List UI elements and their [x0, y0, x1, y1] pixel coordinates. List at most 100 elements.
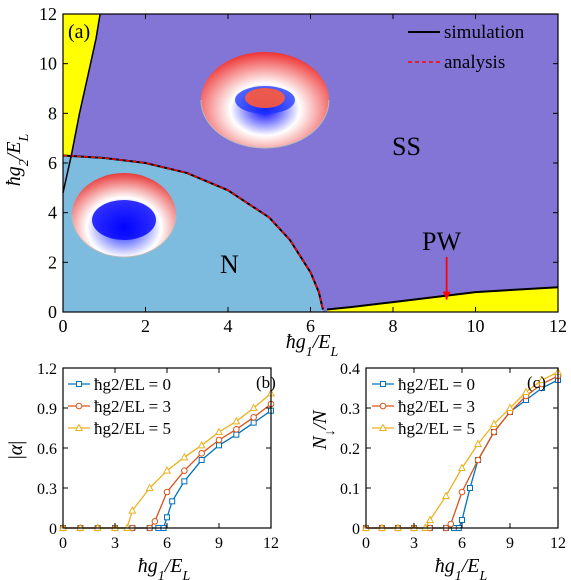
data-marker-square: [233, 431, 240, 438]
data-marker-square: [380, 381, 386, 387]
data-marker-triangle: [197, 440, 206, 449]
data-marker-triangle: [232, 416, 241, 425]
data-marker-triangle: [180, 452, 189, 461]
x-tick-label: 3: [111, 535, 119, 552]
data-marker-triangle: [537, 375, 547, 383]
region-label-ss: SS: [392, 132, 421, 161]
panel-a-xlabel: ħg1/EL: [286, 331, 339, 360]
data-marker-circle: [181, 467, 188, 474]
x-tick-label: 9: [506, 535, 514, 552]
data-marker-square: [467, 485, 473, 491]
x-tick-label: 0: [59, 316, 68, 336]
data-marker-circle: [379, 402, 387, 410]
data-marker-square: [459, 517, 465, 523]
data-marker-square: [164, 514, 170, 521]
y-tick-label: 0.9: [37, 401, 57, 418]
y-tick-label: 1.2: [37, 361, 57, 378]
pw-arrowhead: [442, 291, 451, 300]
panel-c-xlabel: ħg1/EL: [435, 555, 488, 580]
x-tick-label: 0: [362, 535, 370, 552]
x-tick-label: 0: [59, 535, 67, 552]
data-marker-circle: [250, 414, 257, 421]
data-marker-triangle: [473, 439, 483, 447]
data-marker-circle: [490, 428, 498, 436]
data-marker-triangle: [425, 515, 435, 523]
x-tick-label: 12: [550, 535, 566, 552]
legend-label: ħg2/EL = 5: [94, 419, 171, 438]
region-label-pw: PW: [422, 227, 461, 256]
data-marker-circle: [458, 488, 466, 496]
x-tick-label: 9: [215, 535, 223, 552]
data-marker-square: [250, 419, 257, 426]
panel-b-ticks: 0 3 6 9 12 0 0.3 0.6 0.9 1.2: [37, 361, 279, 552]
data-marker-triangle: [505, 403, 515, 411]
data-marker-circle: [151, 518, 159, 525]
data-marker-triangle: [489, 419, 499, 427]
x-tick-label: 6: [458, 535, 466, 552]
boundary-simulation-line: [62, 154, 324, 310]
x-tick-label: 8: [389, 316, 398, 336]
data-marker-triangle: [214, 427, 224, 435]
data-marker-square: [216, 442, 222, 449]
data-marker-circle: [447, 520, 455, 528]
panel-b-ylabel: |α|: [5, 441, 27, 460]
panel-c-ylabel: N↓/N: [309, 409, 338, 451]
data-marker-square: [181, 478, 188, 485]
data-marker-triangle: [441, 491, 451, 499]
x-tick-label: 6: [306, 316, 315, 336]
y-tick-label: 0.3: [340, 401, 360, 418]
y-tick-label: 2: [48, 252, 57, 272]
data-marker-circle: [233, 426, 240, 433]
ss-density-inset: [200, 52, 330, 149]
panel-b-legend: ħg2/EL = 0 ħg2/EL = 3 ħg2/EL = 5: [68, 375, 171, 438]
y-tick-label: 0.1: [340, 481, 360, 498]
panel-a-phase-diagram: 0 2 4 6 8 10 12 0 2 4 6 8 10 12 (a) N SS PW simulatio…: [3, 4, 567, 360]
data-marker-triangle: [457, 463, 467, 471]
panel-c-tag: (c): [527, 373, 546, 392]
y-tick-label: 6: [48, 153, 57, 173]
y-tick-label: 0.6: [37, 441, 57, 458]
data-marker-circle: [75, 402, 83, 410]
x-tick-label: 4: [224, 316, 233, 336]
panel-a-legend: simulation analysis: [408, 22, 525, 73]
data-marker-circle: [163, 488, 171, 496]
data-marker-triangle: [378, 423, 388, 431]
boundary-pw-left-line: [62, 13, 101, 193]
panel-c-ticks: 0 3 6 9 12 0 0.1 0.2 0.3 0.4: [340, 361, 566, 552]
x-tick-label: 6: [163, 535, 171, 552]
x-tick-label: 12: [263, 535, 279, 552]
legend-analysis-label: analysis: [444, 52, 505, 73]
boundary-pw-ss-line: [326, 286, 559, 311]
legend-label: ħg2/EL = 0: [94, 375, 171, 394]
x-tick-label: 2: [141, 316, 150, 336]
y-tick-label: 12: [39, 4, 57, 24]
pw-region-bottom: [327, 287, 558, 312]
y-tick-label: 0.3: [37, 481, 57, 498]
n-density-inset: [71, 173, 177, 258]
panel-a-tag: (a): [68, 21, 90, 43]
data-marker-triangle: [128, 506, 137, 514]
data-marker-circle: [198, 450, 205, 457]
panel-a-ylabel: ħg2/EL: [3, 134, 32, 187]
data-marker-circle: [215, 436, 223, 444]
panel-b-xlabel: ħg1/EL: [138, 555, 191, 580]
region-label-n: N: [220, 250, 239, 279]
data-marker-triangle: [249, 403, 258, 411]
y-tick-label: 8: [48, 103, 57, 123]
panel-c-legend: ħg2/EL = 0 ħg2/EL = 3 ħg2/EL = 5: [372, 375, 475, 438]
data-marker-triangle: [521, 387, 531, 395]
data-marker-triangle: [145, 483, 154, 491]
legend-label: ħg2/EL = 5: [398, 419, 475, 438]
data-marker-square: [198, 457, 205, 463]
legend-simulation-label: simulation: [444, 22, 525, 43]
y-tick-label: 10: [39, 54, 57, 74]
y-tick-label: 4: [48, 203, 57, 223]
y-tick-label: 0: [352, 521, 360, 538]
data-marker-square: [76, 381, 82, 387]
data-marker-triangle: [162, 466, 172, 474]
y-tick-label: 0.2: [340, 441, 360, 458]
panel-a-ticks: 0 2 4 6 8 10 12 0 2 4 6 8 10 12: [39, 4, 567, 336]
